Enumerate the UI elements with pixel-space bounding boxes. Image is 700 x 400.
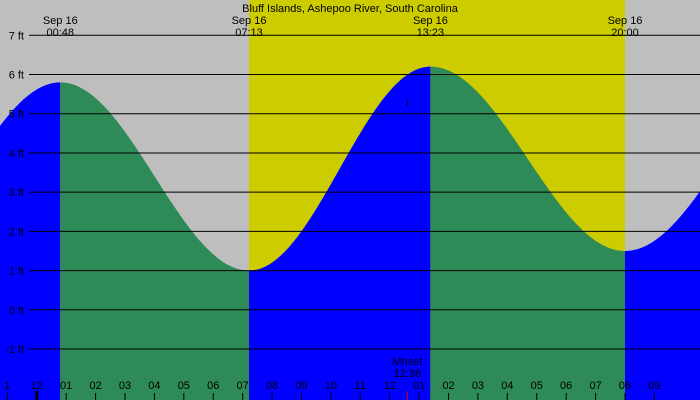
x-tick-label: 08: [266, 380, 278, 392]
extreme-time-label: 13:23: [417, 27, 445, 39]
y-tick-label: 4 ft: [9, 148, 24, 160]
extreme-date-label: Sep 16: [43, 15, 78, 27]
x-tick-label: 05: [531, 380, 543, 392]
y-tick-label: 5 ft: [9, 109, 24, 121]
x-tick-label: 12: [384, 380, 396, 392]
y-tick-label: 1 ft: [9, 266, 24, 278]
x-tick-label: 10: [325, 380, 337, 392]
x-tick-label: 09: [295, 380, 307, 392]
x-tick-label: 07: [589, 380, 601, 392]
y-tick-label: 7 ft: [9, 30, 24, 42]
y-tick-label: 6 ft: [9, 70, 24, 82]
falling-tide-segment: [430, 66, 625, 400]
rising-tide-segment: [249, 66, 431, 400]
midnight-marker: [35, 391, 39, 400]
x-tick-label: 07: [237, 380, 249, 392]
y-tick-label: 2 ft: [9, 226, 24, 238]
rising-tide-segment: [625, 191, 700, 400]
falling-tide-segment: [60, 82, 250, 400]
x-tick-label: 02: [89, 380, 101, 392]
moonset-time: 12:36: [394, 368, 422, 380]
y-tick-label: 0 ft: [9, 305, 24, 317]
x-tick-label: 01: [413, 380, 425, 392]
extreme-date-label: Sep 16: [232, 15, 267, 27]
x-tick-label: 09: [648, 380, 660, 392]
x-tick-label: 03: [472, 380, 484, 392]
x-tick-label: 11: [355, 380, 366, 392]
x-tick-label: 01: [60, 380, 72, 392]
y-tick-label: 3 ft: [9, 187, 24, 199]
extreme-date-label: Sep 16: [608, 15, 643, 27]
x-tick-label: 05: [178, 380, 190, 392]
x-tick-label: 12: [31, 380, 43, 392]
rising-tide-segment: [0, 82, 61, 400]
x-tick-label: 02: [442, 380, 454, 392]
x-tick-label: 04: [501, 380, 513, 392]
x-tick-label: 03: [119, 380, 131, 392]
extreme-time-label: 20:00: [611, 27, 639, 39]
extreme-date-label: Sep 16: [413, 15, 448, 27]
x-tick-label: 06: [207, 380, 219, 392]
x-tick-label: 04: [148, 380, 160, 392]
extreme-time-label: 07:13: [235, 27, 263, 39]
x-tick-label: 06: [560, 380, 572, 392]
extreme-time-label: 00:48: [47, 27, 75, 39]
x-tick-label: 08: [619, 380, 631, 392]
moonset-label: Mnset: [392, 356, 422, 368]
y-tick-label: -1 ft: [5, 344, 24, 356]
chart-title: Bluff Islands, Ashepoo River, South Caro…: [242, 3, 459, 15]
x-tick-label: 1: [4, 380, 10, 392]
